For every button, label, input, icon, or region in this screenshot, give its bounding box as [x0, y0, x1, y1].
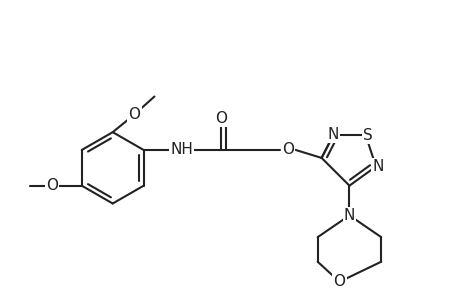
Text: O: O [129, 107, 140, 122]
Text: S: S [362, 128, 372, 143]
Text: O: O [215, 111, 227, 126]
Text: O: O [281, 142, 293, 158]
Text: N: N [327, 127, 338, 142]
Text: O: O [333, 274, 345, 289]
Text: N: N [371, 159, 383, 174]
Text: N: N [343, 208, 354, 223]
Text: O: O [46, 178, 58, 193]
Text: NH: NH [170, 142, 192, 158]
